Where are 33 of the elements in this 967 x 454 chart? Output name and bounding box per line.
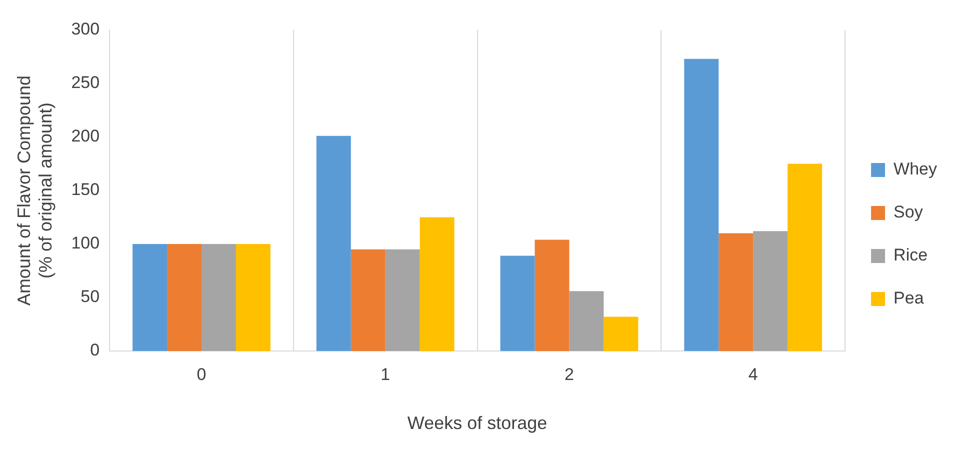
bar: [316, 136, 351, 351]
x-tick-label: 1: [380, 364, 390, 384]
y-tick-label: 300: [71, 20, 100, 39]
x-tick-label: 0: [196, 364, 206, 384]
bar: [684, 58, 719, 351]
bar: [718, 233, 754, 351]
bar: [202, 244, 236, 351]
y-axis-title: Amount of Flavor Compound (% of original amount): [14, 75, 56, 306]
y-tick-label: 200: [71, 126, 100, 146]
bar: [788, 164, 822, 351]
y-tick-label: 50: [80, 287, 100, 306]
x-axis-title: Weeks of storage: [407, 413, 548, 434]
bar: [534, 240, 570, 351]
bar: [350, 249, 386, 351]
bar: [753, 231, 788, 351]
bar: [420, 217, 454, 351]
bar: [604, 316, 638, 351]
legend-label: Pea: [894, 288, 924, 308]
bar: [236, 244, 270, 351]
bar: [569, 291, 604, 351]
x-tick-label: 2: [564, 364, 574, 384]
legend-label: Whey: [894, 160, 938, 179]
y-tick-label: 100: [71, 234, 100, 253]
legend-label: Rice: [894, 246, 928, 265]
y-tick-label: 150: [71, 180, 100, 200]
y-tick-label: 250: [71, 73, 100, 92]
bar: [385, 249, 420, 351]
bar: [132, 244, 168, 351]
bar: [500, 256, 535, 351]
x-tick-label: 4: [748, 364, 758, 384]
legend-label: Soy: [894, 202, 924, 222]
y-tick-label: 0: [90, 340, 100, 360]
bar: [167, 244, 202, 351]
